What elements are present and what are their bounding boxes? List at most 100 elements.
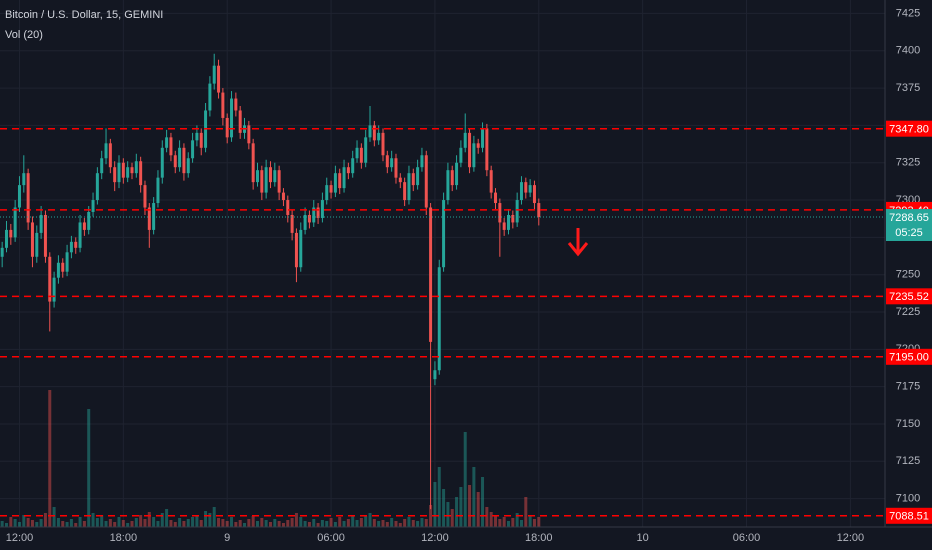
- volume-bar: [333, 522, 337, 527]
- level-tag: [886, 348, 932, 365]
- volume-bar: [364, 516, 368, 527]
- volume-bar: [294, 513, 298, 527]
- candle-body: [35, 232, 39, 257]
- volume-bar: [450, 509, 454, 527]
- volume-bar: [455, 497, 459, 527]
- candle-body: [359, 147, 363, 163]
- volume-bar: [243, 523, 247, 527]
- volume-bar: [247, 519, 251, 527]
- y-tick-label: 7100: [896, 493, 920, 505]
- candle-body: [498, 203, 502, 223]
- candle-body: [134, 161, 138, 174]
- volume-bar: [212, 507, 216, 527]
- candle-body: [43, 214, 47, 257]
- candle-body: [74, 241, 78, 248]
- candle-body: [147, 207, 151, 230]
- candle-body: [156, 177, 160, 204]
- volume-bar: [407, 517, 411, 527]
- candle-body: [91, 200, 95, 212]
- candle-body: [494, 192, 498, 204]
- volume-bar: [69, 519, 73, 527]
- volume-bar: [312, 519, 316, 527]
- x-tick-label: 12:00: [837, 532, 865, 544]
- down-arrow: [567, 228, 589, 257]
- volume-bar: [199, 520, 203, 527]
- volume-bar: [359, 518, 363, 527]
- candle-body: [394, 158, 398, 178]
- candle-body: [30, 222, 34, 257]
- candle-body: [459, 147, 463, 163]
- candle-body: [255, 170, 259, 183]
- candle-body: [307, 214, 311, 223]
- candle-body: [416, 167, 420, 186]
- x-tick-label: 18:00: [110, 532, 138, 544]
- volume-bar: [22, 515, 26, 527]
- volume-bar: [290, 518, 294, 527]
- candle-body: [61, 262, 65, 272]
- level-label: 7235.52: [889, 291, 929, 303]
- volume-bar: [385, 522, 389, 527]
- candle-body: [502, 222, 506, 230]
- candle-body: [450, 170, 454, 186]
- volume-bar: [502, 517, 506, 527]
- candle-body: [160, 147, 164, 178]
- candle-body: [519, 182, 523, 201]
- volume-bar: [255, 521, 259, 527]
- candles: [0, 53, 541, 510]
- level-label: 7088.51: [889, 511, 929, 523]
- candle-body: [303, 214, 307, 230]
- volume-bar: [277, 521, 281, 527]
- candle-body: [165, 137, 169, 148]
- level-tag: [886, 288, 932, 305]
- candle-body: [329, 185, 333, 193]
- candle-body: [537, 203, 541, 217]
- volume-bar: [225, 521, 229, 527]
- volume-bar: [485, 507, 489, 527]
- volume-bar: [459, 487, 463, 527]
- volume-bar: [411, 520, 415, 527]
- candle-body: [281, 192, 285, 201]
- candle-body: [398, 177, 402, 183]
- volume-bar: [139, 515, 143, 527]
- candle-body: [225, 117, 229, 138]
- candle-body: [100, 158, 104, 174]
- candle-body: [130, 167, 134, 174]
- y-tick-label: 7400: [896, 45, 920, 57]
- volume-bar: [39, 519, 43, 527]
- candle-body: [17, 185, 21, 208]
- candle-body: [238, 110, 242, 133]
- volume-bar: [48, 390, 52, 527]
- volume-bar: [403, 519, 407, 527]
- candle-body: [69, 241, 73, 253]
- candle-body: [178, 147, 182, 168]
- volume-bar: [446, 502, 450, 527]
- volume-pane: [0, 390, 541, 527]
- volume-bar: [506, 521, 510, 527]
- candle-body: [22, 173, 26, 186]
- volume-bar: [286, 520, 290, 527]
- volume-bar: [372, 519, 376, 527]
- candle-body: [403, 182, 407, 201]
- candle-body: [455, 162, 459, 186]
- candle-body: [338, 173, 342, 189]
- volume-bar: [537, 517, 541, 527]
- volume-bar: [420, 518, 424, 527]
- y-tick-label: 7125: [896, 455, 920, 467]
- last-price-tag: [886, 208, 932, 241]
- volume-bar: [113, 522, 117, 527]
- volume-bar: [169, 520, 173, 527]
- x-tick-label: 06:00: [733, 532, 761, 544]
- volume-bar: [468, 485, 472, 527]
- volume-bar: [268, 522, 272, 527]
- candle-body: [234, 98, 238, 111]
- volume-bar: [156, 521, 160, 527]
- volume-bar: [186, 519, 190, 527]
- price-axis: [885, 0, 932, 550]
- candle-body: [268, 167, 272, 183]
- candle-body: [26, 173, 30, 223]
- volume-bar: [35, 522, 39, 527]
- candle-body: [217, 65, 221, 93]
- candle-body: [286, 200, 290, 215]
- volume-bar: [191, 517, 195, 527]
